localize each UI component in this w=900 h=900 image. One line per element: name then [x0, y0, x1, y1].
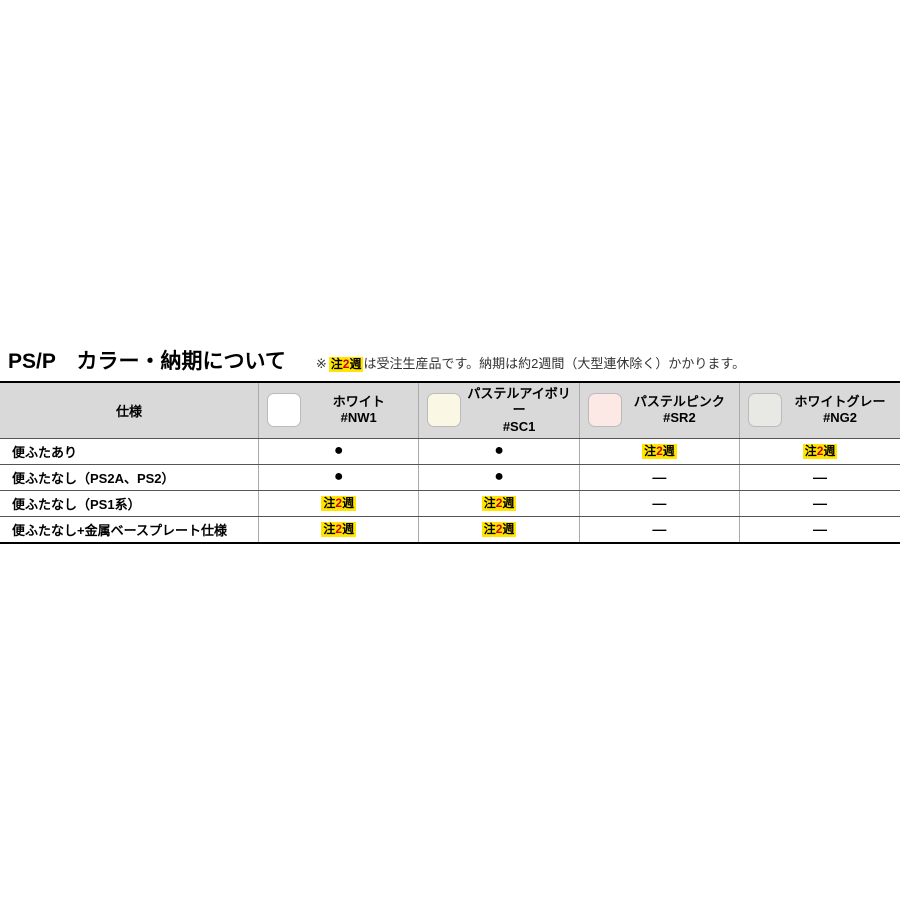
spec-cell: 便ふたあり — [0, 438, 259, 464]
color-code: #SR2 — [663, 410, 696, 426]
header-color-1: パステルアイボリー #SC1 — [419, 382, 579, 438]
spec-color-table: 仕様 ホワイト #NW1 パステルアイボリー #SC1 — [0, 381, 900, 544]
table-row: 便ふたなし（PS1系） 注2週 注2週 — — — [0, 490, 900, 516]
swatch-icon — [748, 393, 782, 427]
lead-time-badge: 注2週 — [803, 444, 838, 459]
header-spec: 仕様 — [0, 382, 259, 438]
table-row: 便ふたなし（PS2A、PS2） ● ● — — — [0, 464, 900, 490]
lead-time-badge: 注2週 — [321, 522, 356, 537]
table-header-row: 仕様 ホワイト #NW1 パステルアイボリー #SC1 — [0, 382, 900, 438]
header-color-2: パステルピンク #SR2 — [579, 382, 739, 438]
dash-icon: — — [652, 521, 666, 537]
lead-time-badge: 注2週 — [482, 522, 517, 537]
color-name: ホワイトグレー — [795, 394, 886, 410]
value-cell: ● — [259, 438, 419, 464]
value-cell: — — [740, 490, 900, 516]
dash-icon: — — [652, 495, 666, 511]
dot-icon: ● — [334, 468, 344, 485]
value-cell: 注2週 — [259, 490, 419, 516]
swatch-icon — [588, 393, 622, 427]
value-cell: 注2週 — [579, 438, 739, 464]
value-cell: ● — [419, 464, 579, 490]
value-cell: ● — [419, 438, 579, 464]
dot-icon: ● — [334, 442, 344, 459]
value-cell: 注2週 — [259, 516, 419, 543]
color-code: #NW1 — [341, 410, 377, 426]
value-cell: 注2週 — [740, 438, 900, 464]
spec-cell: 便ふたなし（PS2A、PS2） — [0, 464, 259, 490]
swatch-icon — [427, 393, 461, 427]
value-cell: — — [579, 464, 739, 490]
lead-time-badge: 注2週 — [642, 444, 677, 459]
lead-time-badge: 注2週 — [321, 496, 356, 511]
table-row: 便ふたあり ● ● 注2週 注2週 — [0, 438, 900, 464]
color-code: #NG2 — [823, 410, 857, 426]
value-cell: 注2週 — [419, 516, 579, 543]
value-cell: 注2週 — [419, 490, 579, 516]
value-cell: ● — [259, 464, 419, 490]
dash-icon: — — [813, 521, 827, 537]
spec-cell: 便ふたなし（PS1系） — [0, 490, 259, 516]
lead-time-badge: 注2週 — [482, 496, 517, 511]
value-cell: — — [740, 464, 900, 490]
dot-icon: ● — [494, 442, 504, 459]
page-title: PS/P カラー・納期について — [8, 345, 286, 375]
value-cell: — — [579, 516, 739, 543]
dash-icon: — — [813, 495, 827, 511]
title-note: ※ 注2週 は受注生産品です。納期は約2週間（大型連休除く）かかります。 — [316, 353, 745, 372]
color-name: パステルアイボリー — [467, 386, 570, 419]
note-badge: 注2週 — [329, 357, 364, 372]
title-row: PS/P カラー・納期について ※ 注2週 は受注生産品です。納期は約2週間（大… — [0, 345, 900, 375]
note-text: は受注生産品です。納期は約2週間（大型連休除く）かかります。 — [363, 353, 745, 372]
value-cell: — — [740, 516, 900, 543]
value-cell: — — [579, 490, 739, 516]
dot-icon: ● — [494, 468, 504, 485]
table-row: 便ふたなし+金属ベースプレート仕様 注2週 注2週 — — — [0, 516, 900, 543]
header-color-3: ホワイトグレー #NG2 — [740, 382, 900, 438]
note-asterisk: ※ — [316, 356, 327, 372]
color-name: パステルピンク — [634, 394, 725, 410]
header-color-0: ホワイト #NW1 — [259, 382, 419, 438]
color-name: ホワイト — [333, 394, 385, 410]
spec-cell: 便ふたなし+金属ベースプレート仕様 — [0, 516, 259, 543]
color-code: #SC1 — [503, 419, 536, 435]
swatch-icon — [267, 393, 301, 427]
dash-icon: — — [813, 469, 827, 485]
dash-icon: — — [652, 469, 666, 485]
